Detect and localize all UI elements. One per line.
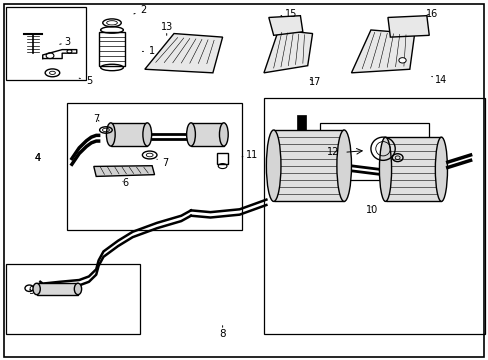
Bar bbox=[273, 130, 344, 202]
Ellipse shape bbox=[106, 123, 115, 146]
Ellipse shape bbox=[434, 137, 447, 202]
Text: 10: 10 bbox=[366, 204, 378, 215]
Text: 2: 2 bbox=[134, 5, 146, 15]
Polygon shape bbox=[268, 16, 302, 35]
Text: 7: 7 bbox=[157, 158, 168, 168]
Text: 12: 12 bbox=[326, 147, 339, 157]
Bar bbox=[216, 153, 228, 164]
Text: 14: 14 bbox=[431, 75, 447, 85]
Bar bbox=[99, 32, 125, 66]
Text: 1: 1 bbox=[142, 46, 155, 57]
Polygon shape bbox=[387, 16, 428, 37]
Ellipse shape bbox=[74, 283, 81, 295]
Text: 11: 11 bbox=[242, 150, 257, 160]
Bar bbox=[67, 103, 242, 230]
Bar bbox=[6, 264, 140, 334]
Bar bbox=[191, 123, 224, 146]
Text: 16: 16 bbox=[425, 9, 437, 19]
Text: 13: 13 bbox=[160, 22, 172, 32]
Ellipse shape bbox=[398, 58, 406, 63]
Ellipse shape bbox=[266, 130, 281, 202]
Text: 6: 6 bbox=[122, 178, 128, 188]
Text: 3: 3 bbox=[60, 37, 70, 48]
Bar bbox=[6, 7, 86, 80]
Bar bbox=[264, 98, 484, 334]
Ellipse shape bbox=[219, 123, 228, 146]
Text: 4: 4 bbox=[34, 153, 41, 163]
Polygon shape bbox=[144, 33, 222, 73]
Text: 4: 4 bbox=[35, 153, 41, 163]
Text: 5: 5 bbox=[79, 76, 92, 86]
Text: 15: 15 bbox=[281, 9, 296, 19]
Ellipse shape bbox=[186, 123, 195, 146]
Text: 17: 17 bbox=[308, 77, 321, 87]
Polygon shape bbox=[264, 30, 312, 73]
Polygon shape bbox=[94, 166, 154, 176]
Bar bbox=[111, 123, 147, 146]
Polygon shape bbox=[351, 30, 414, 73]
Text: 9: 9 bbox=[28, 287, 35, 296]
Bar bbox=[37, 283, 78, 295]
Ellipse shape bbox=[336, 130, 351, 202]
Bar bbox=[319, 123, 428, 180]
Ellipse shape bbox=[379, 137, 391, 202]
Text: 8: 8 bbox=[219, 329, 225, 339]
Bar bbox=[385, 137, 441, 202]
Ellipse shape bbox=[33, 283, 40, 295]
Ellipse shape bbox=[142, 123, 151, 146]
Text: 7: 7 bbox=[93, 113, 99, 123]
FancyArrow shape bbox=[297, 115, 305, 130]
